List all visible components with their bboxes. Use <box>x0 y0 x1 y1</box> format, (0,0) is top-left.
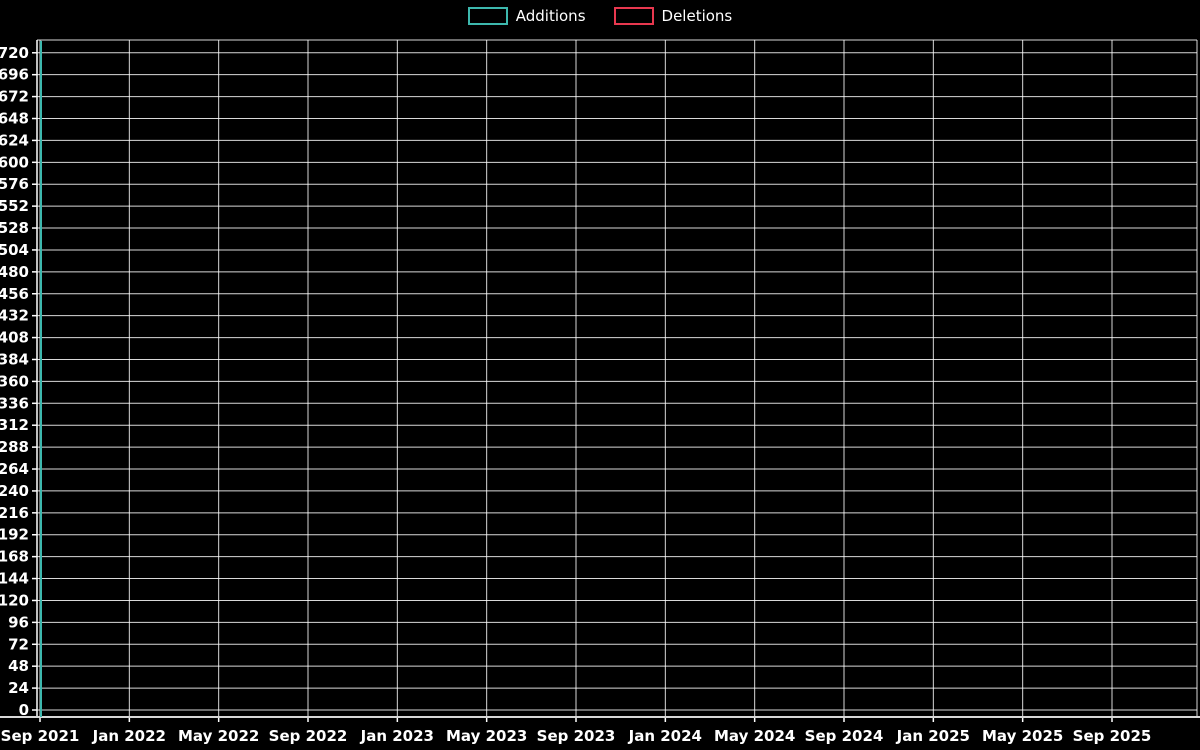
y-tick-label: 168 <box>0 548 29 566</box>
x-tick-label: Sep 2025 <box>1073 727 1152 745</box>
y-tick-label: 672 <box>0 88 29 106</box>
x-tick-label: May 2024 <box>714 727 795 745</box>
y-tick-label: 432 <box>0 307 29 325</box>
x-tick-label: Jan 2023 <box>360 727 434 745</box>
x-tick-label: Sep 2022 <box>269 727 348 745</box>
additions-swatch-icon <box>467 7 508 25</box>
x-tick-label: Jan 2024 <box>628 727 702 745</box>
y-tick-label: 264 <box>0 460 29 478</box>
y-tick-label: 528 <box>0 219 29 237</box>
y-tick-label: 600 <box>0 153 29 171</box>
x-tick-label: May 2022 <box>178 727 259 745</box>
x-tick-label: Sep 2021 <box>1 727 80 745</box>
x-tick-label: May 2023 <box>446 727 527 745</box>
x-tick-label: May 2025 <box>982 727 1063 745</box>
y-tick-label: 720 <box>0 44 29 62</box>
x-tick-label: Sep 2023 <box>537 727 616 745</box>
y-tick-label: 624 <box>0 131 29 149</box>
y-tick-label: 24 <box>8 679 29 697</box>
y-tick-label: 192 <box>0 526 29 544</box>
y-tick-label: 336 <box>0 394 29 412</box>
deletions-swatch-icon <box>613 7 654 25</box>
chart-legend: Additions Deletions <box>0 7 1200 25</box>
y-tick-label: 312 <box>0 416 29 434</box>
y-tick-label: 0 <box>19 701 29 719</box>
legend-item-additions[interactable]: Additions <box>467 7 586 25</box>
y-tick-label: 216 <box>0 504 29 522</box>
y-tick-label: 384 <box>0 350 29 368</box>
y-tick-label: 48 <box>8 657 29 675</box>
x-tick-label: Jan 2025 <box>896 727 970 745</box>
y-tick-label: 552 <box>0 197 29 215</box>
y-tick-label: 72 <box>8 635 29 653</box>
y-tick-label: 288 <box>0 438 29 456</box>
x-tick-label: Sep 2024 <box>805 727 884 745</box>
y-tick-label: 456 <box>0 285 29 303</box>
y-tick-label: 96 <box>8 613 29 631</box>
y-tick-label: 408 <box>0 329 29 347</box>
legend-item-deletions[interactable]: Deletions <box>613 7 733 25</box>
y-tick-label: 480 <box>0 263 29 281</box>
x-tick-label: Jan 2022 <box>92 727 166 745</box>
y-tick-label: 648 <box>0 110 29 128</box>
y-tick-label: 504 <box>0 241 29 259</box>
y-tick-label: 120 <box>0 591 29 609</box>
deletions-legend-label: Deletions <box>661 7 733 25</box>
y-tick-label: 360 <box>0 372 29 390</box>
y-tick-label: 696 <box>0 66 29 84</box>
y-tick-label: 144 <box>0 570 29 588</box>
y-tick-label: 576 <box>0 175 29 193</box>
additions-legend-label: Additions <box>515 7 586 25</box>
y-tick-label: 240 <box>0 482 29 500</box>
